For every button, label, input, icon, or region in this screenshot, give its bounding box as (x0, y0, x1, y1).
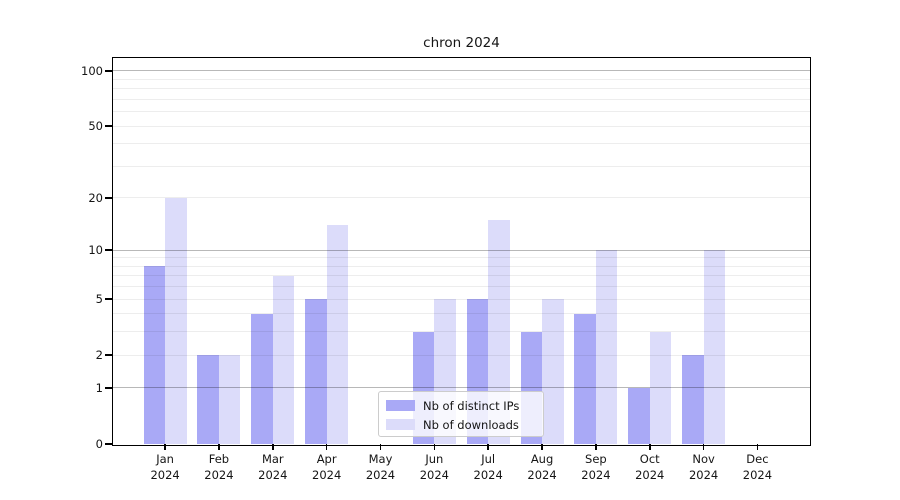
y-tick-label: 100 (81, 63, 103, 78)
legend-label: Nb of distinct IPs (423, 398, 520, 413)
bar-ips-jan (143, 266, 166, 444)
x-tick (487, 444, 489, 450)
legend-swatch-downloads (386, 419, 415, 430)
legend-item-downloads: Nb of downloads (386, 415, 536, 434)
minor-gridline (113, 111, 810, 113)
x-tick-label: Mar 2024 (258, 452, 288, 482)
minor-gridline (113, 197, 810, 199)
chart-title: chron 2024 (423, 35, 500, 51)
y-tick-label: 0 (95, 437, 103, 451)
bar-ips-oct (628, 387, 650, 444)
y-tick (105, 354, 113, 356)
x-tick-label: Jan 2024 (150, 452, 180, 482)
minor-gridline (113, 78, 810, 80)
y-tick (105, 443, 113, 445)
major-gridline (113, 387, 810, 389)
x-tick-label: Jul 2024 (473, 452, 503, 482)
x-tick (272, 444, 274, 450)
x-tick (595, 444, 597, 450)
legend-label: Nb of downloads (423, 417, 519, 432)
minor-gridline (113, 286, 810, 288)
minor-gridline (113, 313, 810, 315)
x-tick-label: Sep 2024 (581, 452, 611, 482)
bar-ips-feb (197, 355, 219, 444)
x-tick (649, 444, 651, 450)
minor-gridline (113, 98, 810, 100)
bar-downloads-jan (165, 197, 187, 444)
legend-swatch-distinct-ips (386, 400, 415, 411)
minor-gridline (113, 331, 810, 333)
x-tick (433, 444, 436, 450)
x-tick-label: Aug 2024 (527, 452, 557, 482)
y-tick (105, 197, 113, 199)
bar-downloads-apr (326, 225, 349, 444)
y-tick (105, 249, 113, 251)
x-tick (541, 444, 543, 450)
bar-downloads-sep (595, 250, 618, 444)
x-tick-label: May 2024 (365, 452, 396, 482)
legend: Nb of distinct IPs Nb of downloads (378, 391, 544, 437)
y-tick-label: 10 (88, 243, 103, 258)
x-tick (218, 444, 220, 450)
y-tick-label: 20 (88, 190, 103, 205)
minor-gridline (113, 143, 810, 145)
y-tick (105, 298, 113, 300)
y-tick-label: 5 (95, 292, 103, 307)
bar-ips-mar (251, 313, 273, 444)
x-tick (379, 444, 382, 450)
bar-ips-sep (574, 313, 596, 444)
legend-item-distinct-ips: Nb of distinct IPs (386, 396, 536, 415)
y-tick-label: 2 (95, 348, 103, 363)
x-tick (756, 444, 759, 450)
minor-gridline (113, 88, 810, 90)
bar-ips-apr (305, 299, 327, 444)
minor-gridline (113, 165, 810, 167)
x-tick (164, 444, 166, 450)
x-tick-label: Oct 2024 (635, 452, 665, 482)
minor-gridline (113, 265, 810, 267)
minor-gridline (113, 354, 810, 356)
y-tick (105, 70, 113, 72)
bar-downloads-nov (703, 250, 726, 444)
y-tick-label: 1 (95, 380, 103, 395)
x-tick-label: Dec 2024 (742, 452, 773, 482)
x-tick-label: Nov 2024 (688, 452, 719, 482)
minor-gridline (113, 125, 810, 127)
y-tick-label: 50 (88, 119, 103, 134)
x-tick (325, 444, 328, 450)
x-tick-label: Jun 2024 (419, 452, 449, 482)
bar-downloads-oct (649, 331, 672, 444)
bar-downloads-jul (488, 219, 510, 444)
bar-downloads-mar (272, 275, 295, 444)
x-tick-label: Feb 2024 (204, 452, 234, 482)
bar-ips-nov (682, 355, 704, 444)
major-gridline (113, 70, 810, 72)
y-tick (105, 125, 113, 127)
major-gridline (113, 249, 810, 251)
minor-gridline (113, 257, 810, 259)
minor-gridline (113, 298, 810, 300)
x-tick-label: Apr 2024 (312, 452, 342, 482)
y-tick (105, 387, 113, 389)
minor-gridline (113, 275, 810, 277)
bar-downloads-aug (542, 299, 564, 444)
x-tick (702, 444, 705, 450)
bar-downloads-feb (218, 355, 241, 444)
